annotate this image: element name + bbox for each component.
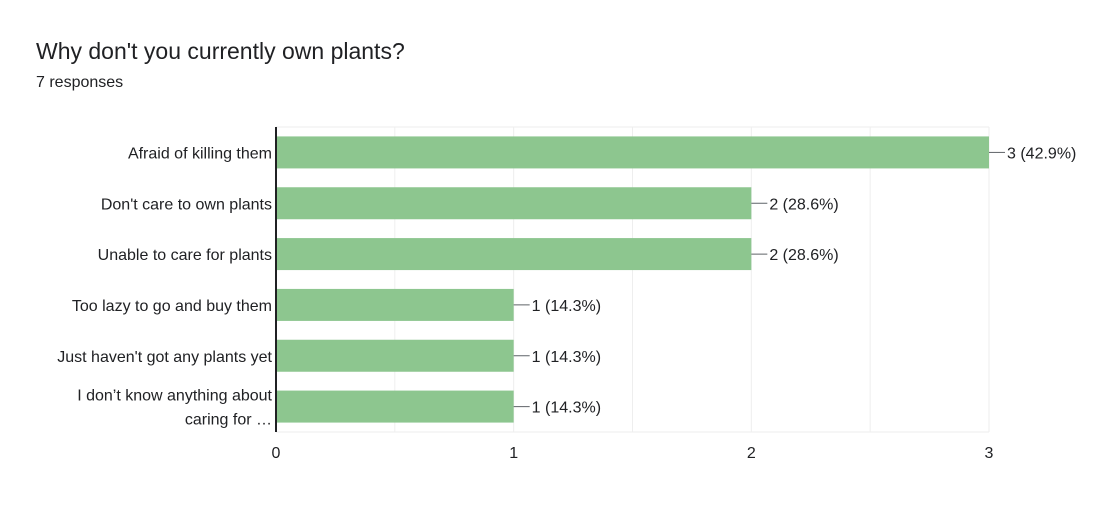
data-label: 2 (28.6%) [769, 196, 838, 213]
data-label: 3 (42.9%) [1007, 145, 1076, 162]
bar [276, 339, 514, 372]
bar [276, 288, 514, 321]
data-label: 2 (28.6%) [769, 247, 838, 264]
bar [276, 187, 752, 220]
x-tick-label: 0 [272, 445, 281, 462]
x-tick-label: 2 [747, 445, 756, 462]
category-label: Too lazy to go and buy them [72, 298, 272, 315]
category-label: Afraid of killing them [128, 145, 272, 162]
category-label: Just haven't got any plants yet [57, 349, 272, 366]
x-tick-label: 1 [509, 445, 518, 462]
grid-lines [276, 126, 990, 433]
bar [276, 136, 989, 169]
category-label: Unable to care for plants [98, 247, 272, 264]
bars [276, 136, 989, 423]
data-label: 1 (14.3%) [532, 349, 601, 366]
category-label: I don’t know anything about [77, 388, 272, 405]
category-label: caring for … [185, 412, 272, 429]
chart-title: Why don't you currently own plants? [36, 38, 405, 64]
data-label: 1 (14.3%) [532, 298, 601, 315]
x-tick-label: 3 [985, 445, 994, 462]
data-label: 1 (14.3%) [532, 400, 601, 417]
response-count: 7 responses [36, 74, 124, 91]
axes: 0 1 2 3 [272, 127, 994, 462]
labels: 3 (42.9%) Afraid of killing them 2 (28.6%)… [57, 145, 1076, 428]
category-label: Don't care to own plants [101, 196, 272, 213]
bar [276, 390, 514, 423]
bar [276, 238, 752, 271]
